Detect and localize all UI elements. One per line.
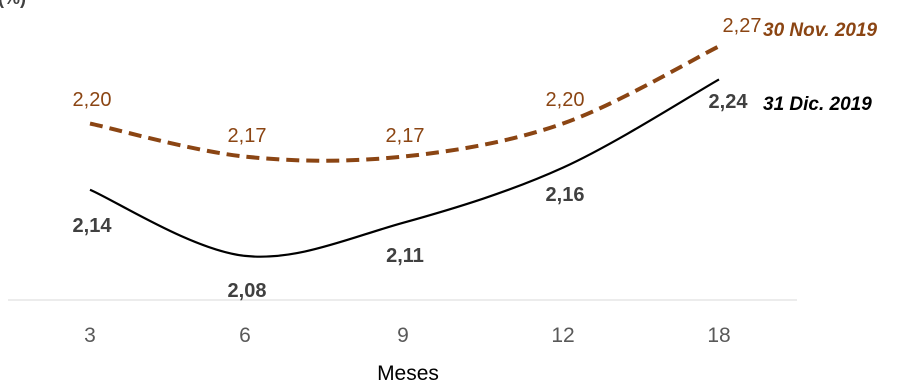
data-label-dic-2019-18: 2,24: [709, 91, 749, 113]
series-line-dic-2019: [89, 78, 720, 258]
series-layer: 2,20 2,17 2,17 2,20 2,27 2,14 2,08 2,11 2,16 2,24: [73, 15, 762, 302]
x-tick-12: 12: [551, 324, 574, 347]
data-label-dic-2019-9: 2,11: [386, 245, 424, 267]
x-tick-6: 6: [239, 324, 251, 347]
data-label-dic-2019-6: 2,08: [228, 280, 267, 302]
data-label-nov-2019-12: 2,20: [546, 89, 585, 111]
data-label-dic-2019-12: 2,16: [546, 184, 585, 206]
corner-unit-mark: (%): [0, 0, 26, 8]
series-label-nov-2019: 30 Nov. 2019: [763, 20, 878, 41]
x-tick-9: 9: [397, 324, 409, 347]
x-axis-title: Meses: [377, 362, 439, 383]
x-tick-labels: 3 6 9 12 18: [84, 324, 731, 347]
x-tick-3: 3: [84, 324, 96, 347]
data-label-nov-2019-6: 2,17: [228, 125, 267, 147]
data-label-nov-2019-18: 2,27: [723, 15, 762, 37]
data-label-dic-2019-3: 2,14: [73, 215, 113, 237]
data-label-nov-2019-3: 2,20: [73, 89, 112, 111]
data-label-nov-2019-9: 2,17: [386, 125, 425, 147]
series-line-nov-2019: [89, 44, 720, 163]
series-label-dic-2019: 31 Dic. 2019: [763, 94, 872, 115]
x-tick-18: 18: [707, 324, 730, 347]
